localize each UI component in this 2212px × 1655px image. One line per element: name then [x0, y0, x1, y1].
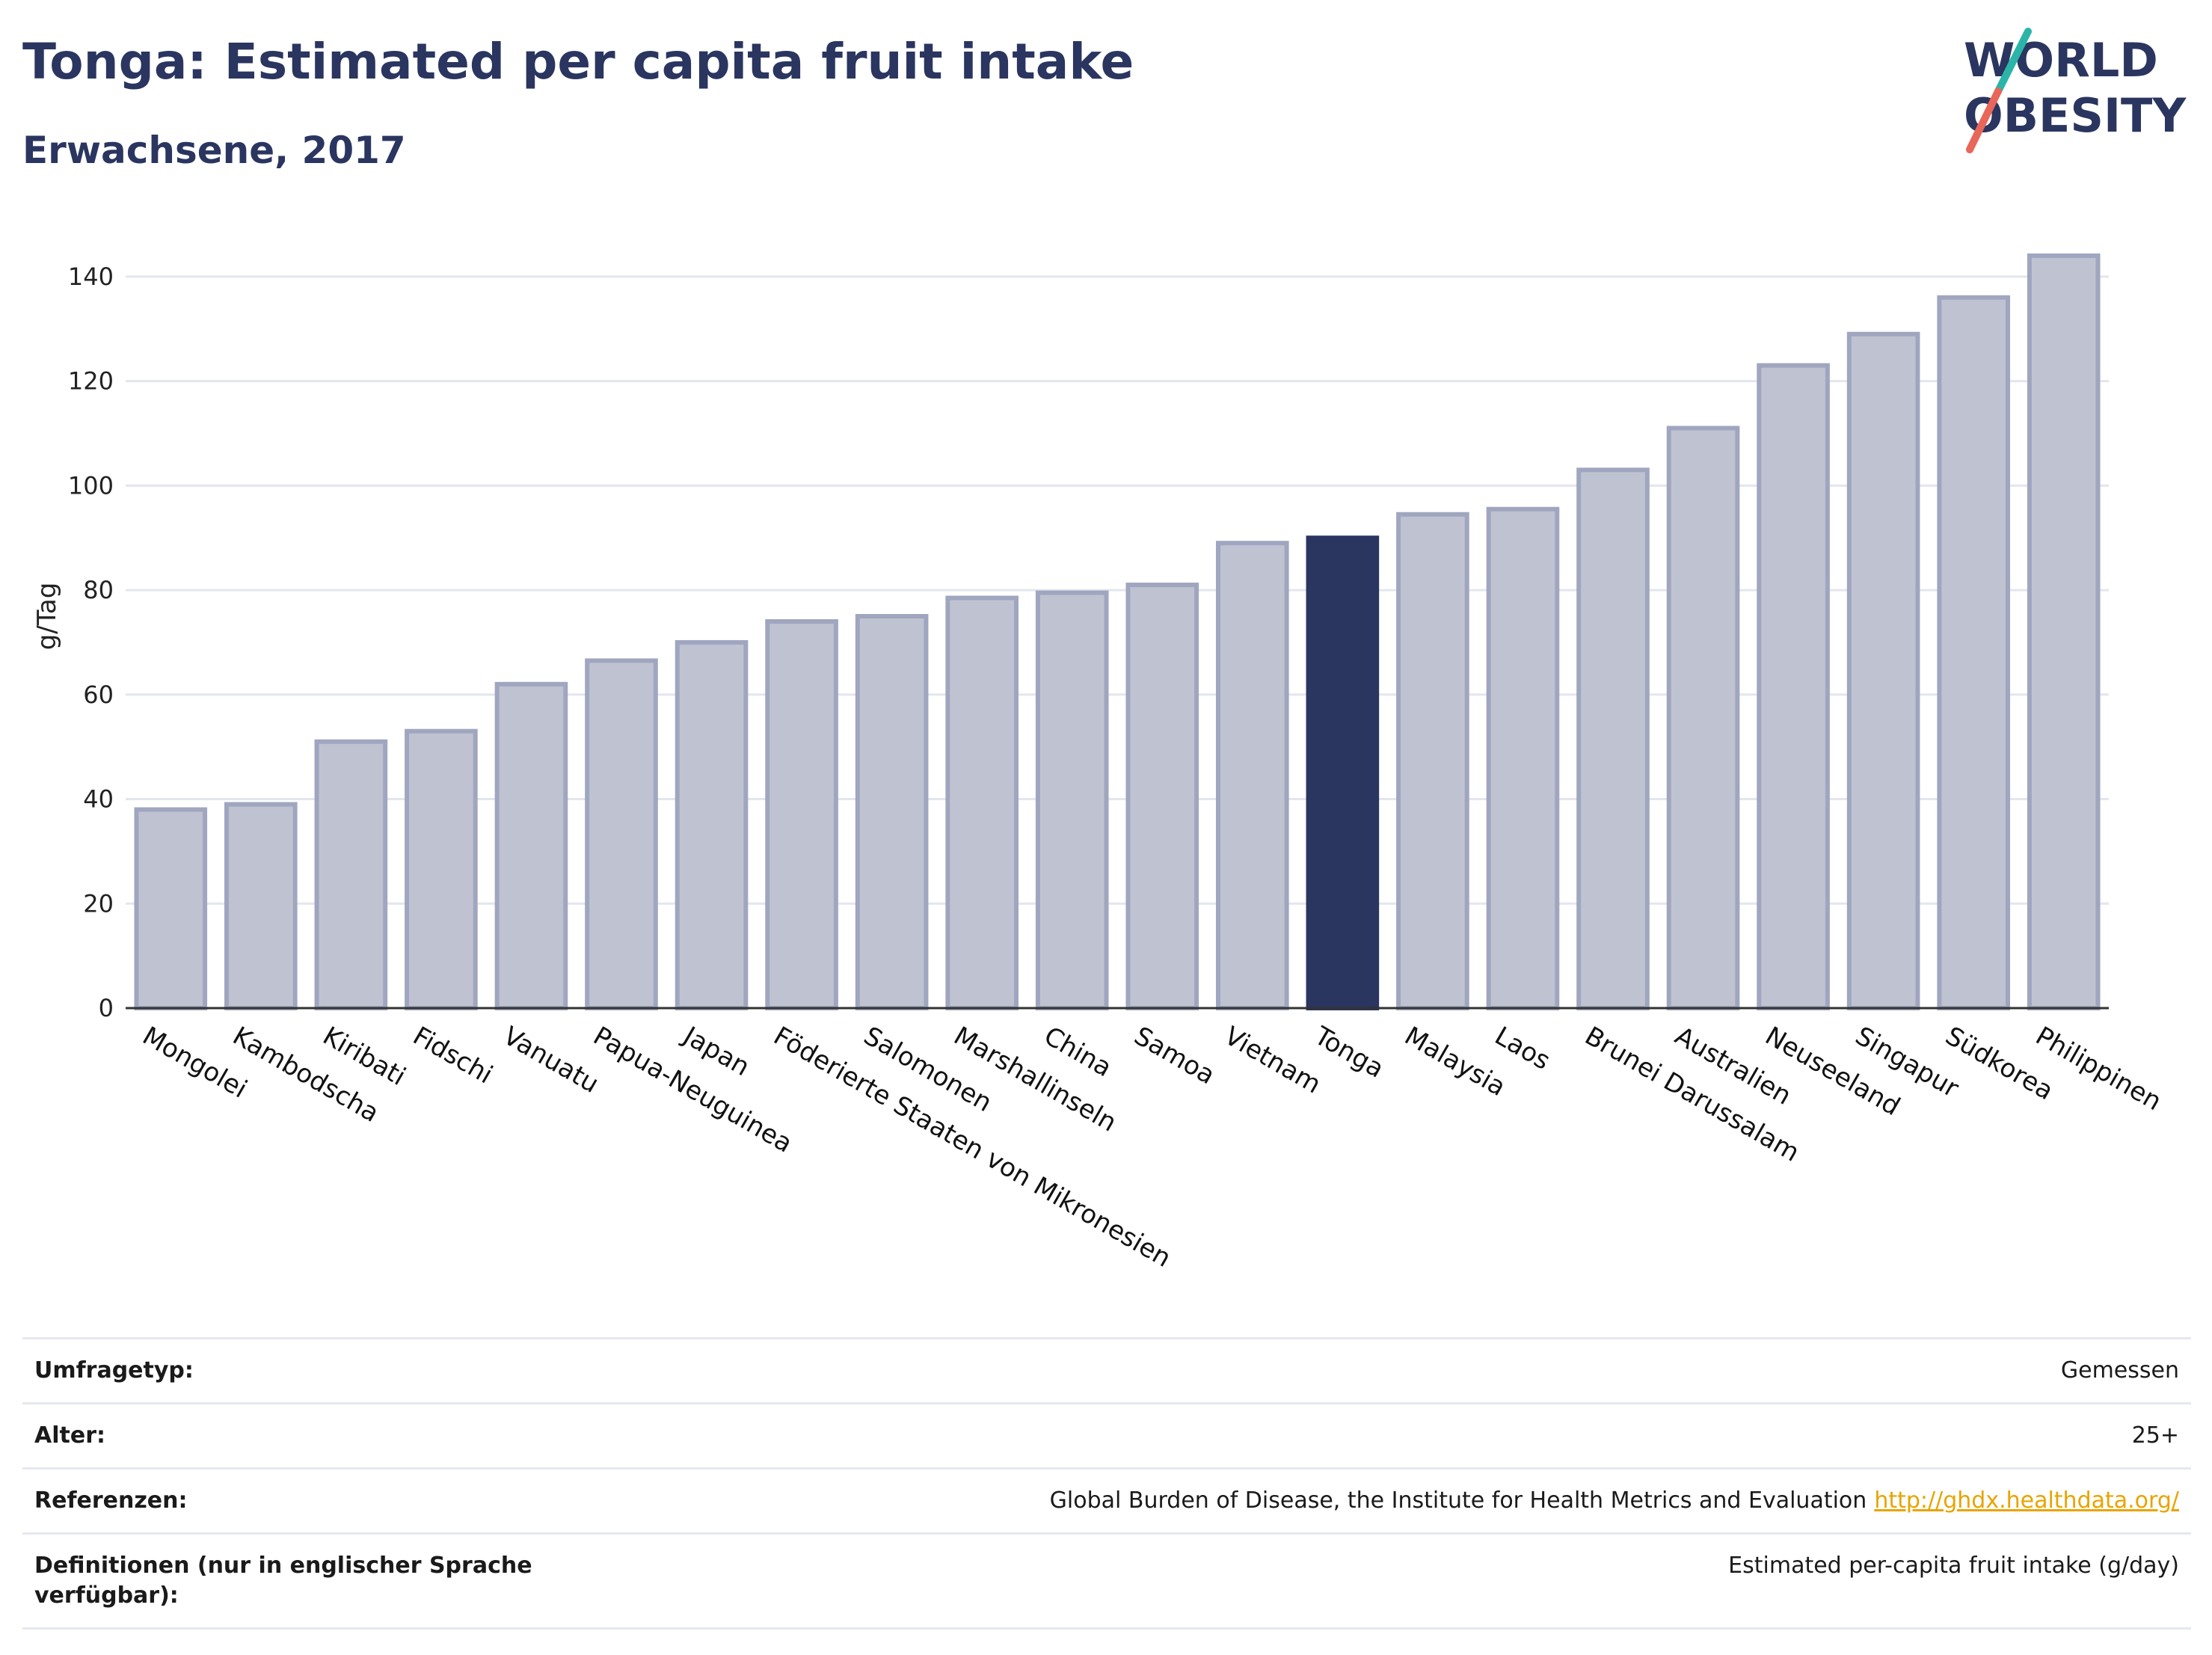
bar	[1396, 512, 1469, 1010]
info-row-definitions: Definitionen (nur in englischer Sprache …	[22, 1532, 2191, 1630]
bar-highlight	[1306, 535, 1380, 1010]
bar	[1757, 363, 1830, 1010]
bar	[765, 618, 838, 1010]
logo-slash-teal	[1994, 28, 2032, 95]
bar	[1216, 541, 1289, 1010]
bar	[585, 658, 658, 1010]
reference-text: Global Burden of Disease, the Institute …	[1049, 1487, 1867, 1514]
y-tick-label: 0	[99, 994, 114, 1022]
bar	[1125, 583, 1199, 1010]
y-tick-label: 60	[83, 681, 114, 709]
info-value: Global Burden of Disease, the Institute …	[1050, 1486, 2179, 1516]
bar	[2027, 253, 2101, 1011]
y-tick-label: 80	[83, 576, 114, 604]
bar	[1666, 426, 1740, 1010]
info-label: Alter:	[34, 1422, 105, 1449]
bar	[134, 807, 208, 1011]
info-value: Estimated per-capita fruit intake (g/day…	[1728, 1553, 2179, 1579]
bar	[1486, 506, 1560, 1010]
logo-slash-red	[1966, 87, 2002, 153]
bar	[1937, 295, 2010, 1010]
bar	[855, 614, 929, 1010]
reference-link[interactable]: http://ghdx.healthdata.org/	[1874, 1487, 2179, 1514]
info-label: Definitionen (nur in englischer Sprache …	[34, 1553, 532, 1609]
x-tick-label: Philippinen	[2030, 1021, 2166, 1117]
x-tick-label: Malaysia	[1399, 1021, 1511, 1102]
bar	[494, 681, 568, 1010]
y-tick-label: 140	[68, 262, 114, 291]
info-label: Referenzen:	[34, 1487, 188, 1514]
info-row-survey-type: Umfragetyp: Gemessen	[22, 1337, 2191, 1402]
x-tick-label: Laos	[1490, 1021, 1555, 1076]
y-tick-label: 40	[83, 785, 114, 814]
y-tick-label: 20	[83, 889, 114, 918]
x-tick-label: Vietnam	[1219, 1021, 1326, 1100]
info-value: 25+	[2131, 1422, 2179, 1449]
logo-text-obesity: OBESITY	[1964, 88, 2187, 143]
chart-title: Tonga: Estimated per capita fruit intake	[22, 33, 1134, 90]
bar	[1846, 331, 1920, 1011]
x-tick-label: Fidschi	[408, 1021, 497, 1090]
chart-subtitle: Erwachsene, 2017	[22, 129, 406, 172]
bar-chart: 020406080100120140g/TagMongoleiKambodsch…	[32, 253, 2166, 1274]
info-label: Umfragetyp:	[34, 1357, 194, 1384]
bar	[1035, 590, 1109, 1010]
bar	[224, 802, 298, 1011]
x-tick-label: Samoa	[1129, 1021, 1220, 1090]
y-tick-label: 120	[68, 367, 114, 396]
info-table: Umfragetyp: Gemessen Alter: 25+ Referenz…	[22, 1337, 2191, 1630]
world-obesity-logo: WORLD OBESITY	[1964, 28, 2187, 153]
bar	[675, 639, 749, 1011]
bar	[1576, 467, 1650, 1010]
bar	[314, 739, 388, 1010]
logo-text-world: WORLD	[1964, 33, 2158, 87]
info-row-references: Referenzen: Global Burden of Disease, th…	[22, 1467, 2191, 1532]
y-axis-label: g/Tag	[32, 583, 62, 651]
bar	[945, 595, 1019, 1010]
bar	[405, 728, 478, 1010]
info-row-age: Alter: 25+	[22, 1402, 2191, 1467]
y-tick-label: 100	[68, 471, 114, 500]
x-tick-label: Vanuatu	[498, 1021, 603, 1099]
info-value: Gemessen	[2060, 1357, 2179, 1384]
